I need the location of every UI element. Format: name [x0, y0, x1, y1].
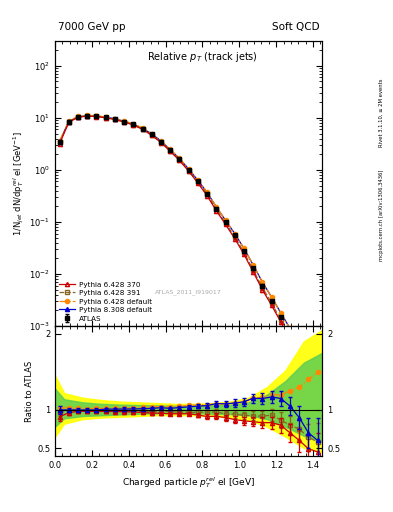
- Y-axis label: 1/N$_{jet}$ dN/dp$_T^{rel}$ el [GeV$^{-1}$]: 1/N$_{jet}$ dN/dp$_T^{rel}$ el [GeV$^{-1…: [12, 131, 26, 236]
- Legend: Pythia 6.428 370, Pythia 6.428 391, Pythia 6.428 default, Pythia 8.308 default, : Pythia 6.428 370, Pythia 6.428 391, Pyth…: [57, 278, 155, 325]
- Text: Relative $p_T$ (track jets): Relative $p_T$ (track jets): [147, 50, 257, 63]
- X-axis label: Charged particle $p_T^{rel}$ el [GeV]: Charged particle $p_T^{rel}$ el [GeV]: [122, 475, 255, 490]
- Text: 7000 GeV pp: 7000 GeV pp: [58, 23, 125, 32]
- Text: Rivet 3.1.10, ≥ 2M events: Rivet 3.1.10, ≥ 2M events: [379, 78, 384, 147]
- Y-axis label: Ratio to ATLAS: Ratio to ATLAS: [25, 360, 34, 421]
- Text: Soft QCD: Soft QCD: [272, 23, 320, 32]
- Text: ATLAS_2011_I919017: ATLAS_2011_I919017: [155, 289, 222, 295]
- Text: mcplots.cern.ch [arXiv:1306.3436]: mcplots.cern.ch [arXiv:1306.3436]: [379, 169, 384, 261]
